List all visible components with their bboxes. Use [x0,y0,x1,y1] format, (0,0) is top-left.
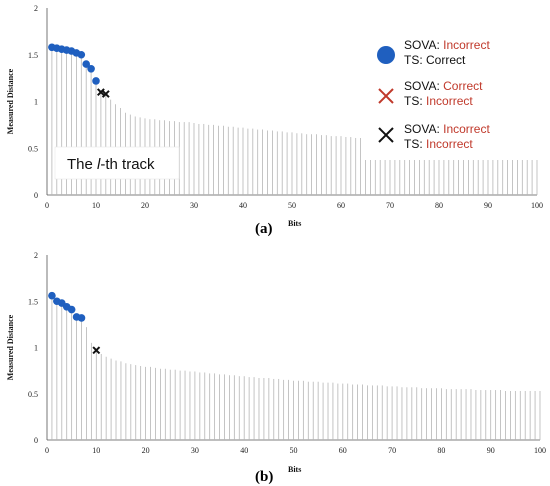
x-tick-label: 30 [191,446,199,455]
x-tick-label: 10 [92,446,100,455]
legend-marker-red-x [378,88,394,104]
y-tick-label: 0 [34,436,38,445]
x-tick-label: 50 [290,446,298,455]
cross-marker [101,90,110,98]
x-axis-title: Bits [288,219,301,228]
x-tick-label: 70 [386,201,394,210]
x-tick-label: 40 [239,201,247,210]
legend-line-2: TS: Incorrect [404,94,473,108]
y-tick-label: 1 [34,98,38,107]
legend-line-2: TS: Incorrect [404,137,473,151]
legend-line-1: SOVA: Incorrect [404,38,490,52]
x-tick-label: 20 [141,201,149,210]
y-tick-label: 0.5 [28,390,38,399]
data-point [67,305,76,314]
x-tick-label: 50 [288,201,296,210]
data-point [92,77,100,85]
cross-marker [96,88,105,97]
x-tick-label: 30 [190,201,198,210]
y-tick-label: 1.5 [28,297,38,306]
data-point [77,314,86,322]
cross-marker [92,346,101,355]
track-label: The l-th track [67,156,155,173]
legend-line-1: SOVA: Incorrect [404,122,490,136]
x-tick-label: 80 [435,201,443,210]
x-tick-label: 100 [534,446,546,455]
x-tick-label: 10 [92,201,100,210]
x-tick-label: 70 [388,446,396,455]
x-tick-label: 0 [45,446,49,455]
data-point [48,291,56,300]
legend-marker-black-x [378,127,394,143]
y-tick-label: 2 [34,4,38,13]
x-tick-label: 40 [240,446,248,455]
data-point [77,50,86,59]
legend-line-2: TS: Correct [404,53,466,67]
track-label-box: The l-th track [54,146,180,180]
figure-caption: (b) [255,469,273,485]
x-tick-label: 90 [487,446,495,455]
chart-b: 00.511.520 10 20 30 40 50 60 70 80 90 100Measured … [6,251,546,485]
legend-marker-blue-dot [377,46,395,64]
x-tick-label: 100 [531,201,543,210]
y-tick-label: 1 [34,344,38,353]
data-point [82,60,90,68]
x-tick-label: 60 [337,201,345,210]
y-tick-label: 2 [34,251,38,260]
x-tick-label: 90 [484,201,492,210]
data-point [87,64,95,73]
y-axis-title: Measured Distance [6,68,15,134]
y-tick-label: 0.5 [28,144,38,153]
legend-line-1: SOVA: Correct [404,79,483,93]
figure-caption: (a) [255,221,273,237]
x-tick-label: 20 [142,446,150,455]
x-tick-label: 60 [339,446,347,455]
chart-a: 00.511.520 10 20 30 40 50 60 70 80 90 100Measured … [6,4,543,237]
y-axis-title: Measured Distance [6,314,15,380]
y-tick-label: 1.5 [28,51,38,60]
x-axis-title: Bits [288,465,301,474]
x-tick-label: 0 [45,201,49,210]
y-tick-label: 0 [34,191,38,200]
x-tick-label: 80 [437,446,445,455]
